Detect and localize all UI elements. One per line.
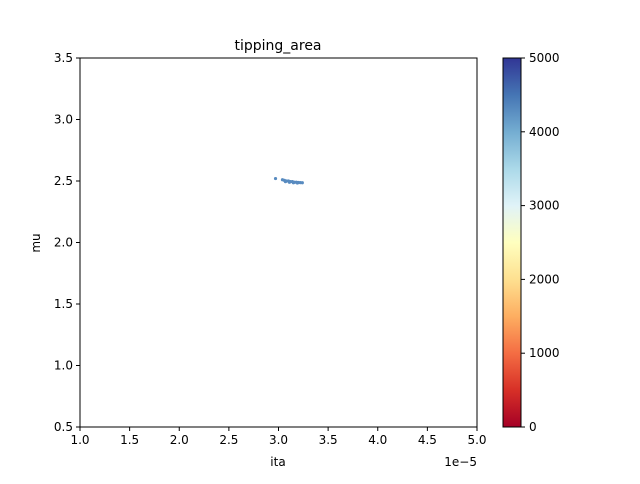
x-axis-ticks: 1.0 1.5 2.0 2.5 3.0 3.5 4.0 4.5 5.0 [70,427,487,447]
y-tick-label: 3.0 [54,113,73,127]
data-points [273,176,304,185]
x-tick-label: 1.5 [120,433,139,447]
x-offset-label: 1e−5 [444,455,477,469]
x-axis-label: ita [270,455,285,469]
chart-title: tipping_area [234,38,321,54]
colorbar-tick-label: 4000 [529,125,560,139]
colorbar-tick-label: 2000 [529,272,560,286]
colorbar-tick-label: 1000 [529,346,560,360]
y-tick-label: 1.5 [54,297,73,311]
x-tick-label: 2.5 [219,433,238,447]
data-point [287,180,292,184]
colorbar-ticks: 0 1000 2000 3000 4000 5000 [521,51,560,434]
x-tick-label: 4.0 [368,433,387,447]
data-point [273,176,278,181]
y-tick-label: 0.5 [54,420,73,434]
y-tick-label: 2.0 [54,236,73,250]
y-tick-label: 3.5 [54,51,73,65]
y-axis-ticks: 0.5 1.0 1.5 2.0 2.5 3.0 3.5 [54,51,80,434]
y-axis-label: mu [29,233,43,252]
plot-frame [79,57,478,428]
x-tick-label: 1.0 [70,433,89,447]
x-tick-label: 3.5 [319,433,338,447]
data-point [300,181,304,185]
plot-area [80,58,477,427]
colorbar-tick-label: 3000 [529,199,560,213]
y-tick-label: 1.0 [54,359,73,373]
colorbar-tick-label: 5000 [529,51,560,65]
data-point [295,181,299,185]
data-point [283,180,288,184]
x-tick-label: 3.0 [269,433,288,447]
colorbar-tick-label: 0 [529,420,537,434]
x-tick-label: 2.0 [170,433,189,447]
x-tick-label: 5.0 [467,433,486,447]
data-point [291,181,295,185]
colorbar [502,57,522,428]
x-tick-label: 4.5 [418,433,437,447]
y-tick-label: 2.5 [54,174,73,188]
